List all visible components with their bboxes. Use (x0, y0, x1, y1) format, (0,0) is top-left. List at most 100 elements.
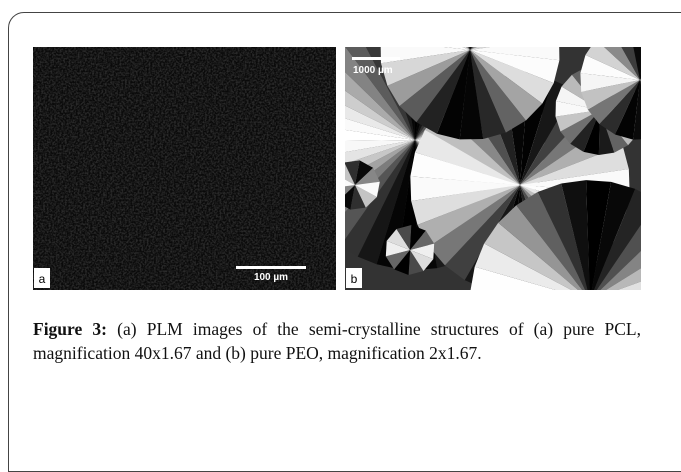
texture (590, 300, 681, 310)
texture (488, 300, 590, 310)
texture (443, 47, 470, 50)
texture (590, 300, 681, 310)
figure-label: Figure 3: (33, 319, 107, 339)
texture (355, 185, 377, 208)
texture (640, 80, 641, 85)
page: a 100 µm b 1000 µm Figure 3: (a) PLM ima… (8, 12, 681, 472)
texture (523, 300, 590, 310)
texture (545, 300, 590, 310)
texture (498, 205, 583, 290)
texture (399, 50, 470, 123)
texture (465, 47, 470, 50)
texture (470, 47, 491, 50)
panel-b-overlay: b 1000 µm (346, 57, 400, 288)
figure-images: a 100 µm b 1000 µm (33, 47, 681, 310)
texture (640, 77, 641, 80)
texture (345, 118, 415, 140)
texture (462, 47, 470, 50)
texture (410, 230, 435, 250)
texture (345, 90, 415, 140)
texture (594, 188, 641, 290)
texture (470, 50, 560, 84)
texture (586, 180, 612, 290)
texture (569, 300, 594, 310)
texture (385, 250, 410, 270)
texture (355, 181, 380, 197)
texture (468, 47, 470, 50)
texture (633, 47, 641, 80)
texture (470, 50, 543, 121)
texture (345, 179, 355, 187)
texture (604, 47, 640, 80)
texture (345, 160, 360, 185)
texture (615, 80, 640, 140)
texture (640, 71, 641, 80)
texture (355, 160, 374, 185)
texture (414, 129, 520, 185)
texture (599, 80, 640, 135)
panel-label: b (351, 272, 358, 286)
texture (470, 47, 472, 50)
texture (590, 300, 619, 310)
texture (380, 47, 470, 64)
texture (410, 176, 520, 202)
texture (345, 185, 355, 195)
texture (470, 47, 474, 50)
texture (606, 268, 641, 290)
texture (617, 281, 641, 290)
texture (640, 80, 641, 81)
texture (345, 163, 355, 185)
texture (590, 300, 664, 310)
texture (516, 192, 586, 290)
texture (410, 152, 520, 185)
texture (386, 228, 410, 250)
texture (504, 300, 590, 310)
texture (345, 140, 415, 257)
texture (345, 140, 415, 153)
texture (350, 185, 366, 210)
texture (470, 50, 506, 140)
texture (410, 225, 426, 250)
texture (345, 105, 415, 140)
texture (555, 110, 600, 132)
texture (590, 300, 681, 310)
texture (436, 50, 470, 140)
texture (585, 47, 640, 80)
texture (394, 250, 410, 275)
texture (591, 181, 636, 290)
texture (396, 225, 412, 250)
texture (587, 80, 640, 125)
texture (477, 300, 590, 310)
texture (345, 140, 415, 164)
texture (561, 180, 590, 290)
texture (385, 240, 410, 257)
texture (365, 47, 415, 140)
texture (640, 79, 641, 80)
texture (345, 129, 415, 141)
texture (600, 250, 641, 290)
caption-text: (a) PLM images of the semi-crystalline s… (33, 319, 641, 363)
texture (633, 80, 641, 140)
texture (376, 140, 415, 269)
texture (581, 80, 640, 110)
texture (470, 47, 477, 50)
texture (410, 250, 434, 272)
panel-b (345, 47, 681, 310)
texture (621, 47, 640, 80)
texture (428, 185, 520, 266)
panel-a: a 100 µm (33, 47, 336, 290)
caption: Figure 3: (a) PLM images of the semi-cry… (33, 317, 641, 365)
texture (520, 145, 629, 185)
texture (590, 300, 681, 310)
texture (417, 185, 520, 247)
texture (380, 50, 470, 86)
texture (410, 243, 435, 260)
texture (345, 185, 355, 210)
texture (580, 73, 640, 92)
texture (570, 110, 600, 152)
texture (408, 250, 424, 275)
texture (459, 50, 484, 140)
texture (470, 266, 556, 290)
texture (469, 47, 471, 50)
texture (484, 222, 579, 290)
